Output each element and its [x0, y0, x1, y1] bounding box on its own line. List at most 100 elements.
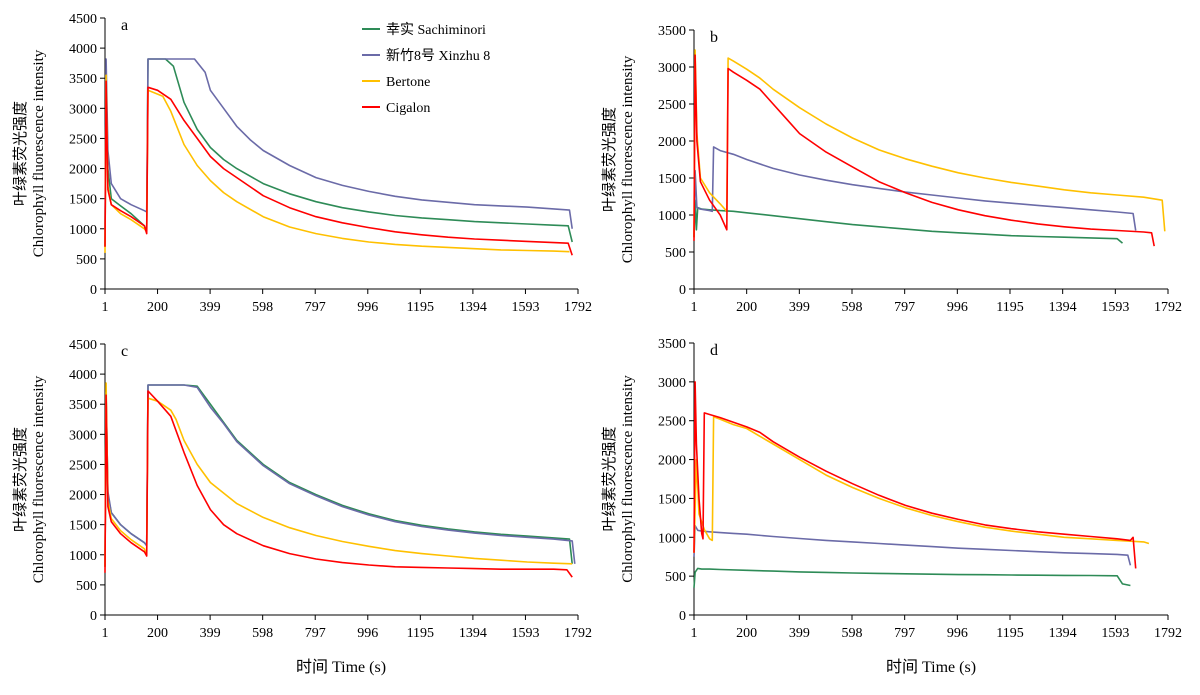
y-tick-label: 2000 — [658, 454, 686, 469]
legend-label: Cigalon — [386, 101, 430, 116]
y-tick-label: 0 — [90, 609, 97, 624]
y-tick-label: 2500 — [658, 415, 686, 430]
series-line-c-3 — [104, 382, 573, 567]
panel-letter: c — [121, 343, 128, 360]
y-tick-label: 1500 — [69, 193, 97, 208]
x-tick-label: 1394 — [459, 300, 487, 315]
y-tick-label: 4500 — [69, 12, 97, 27]
x-tick-label: 996 — [357, 626, 378, 641]
y-tick-label: 500 — [76, 253, 97, 268]
x-tick-label: 1593 — [511, 300, 539, 315]
x-tick-label: 598 — [842, 626, 863, 641]
y-tick-label: 2500 — [69, 132, 97, 147]
legend-label: Bertone — [386, 75, 430, 90]
x-tick-label: 200 — [147, 626, 168, 641]
y-tick-label: 3000 — [658, 376, 686, 391]
y-axis-title-zh: 叶绿素荧光强度 — [12, 101, 29, 206]
panel-d: 0 500 1000 1500 2000 2500 3000 3500 1 200 399 598 79… — [601, 337, 1182, 641]
panel-letter: b — [710, 29, 718, 46]
y-tick-label: 4500 — [69, 338, 97, 353]
legend: 幸实 Sachiminori 新竹8号 Xinzhu 8 Bertone Cigalo… — [362, 22, 490, 116]
x-tick-label: 1792 — [564, 300, 592, 315]
y-tick-label: 4000 — [69, 368, 97, 383]
y-axis-title-en: Chlorophyll fluorescence intensity — [31, 375, 47, 583]
y-axis-title-en: Chlorophyll fluorescence intensity — [620, 375, 636, 583]
x-tick-label: 797 — [305, 626, 326, 641]
y-tick-label: 4000 — [69, 42, 97, 57]
x-tick-label: 399 — [200, 300, 221, 315]
y-tick-label: 1500 — [658, 492, 686, 507]
y-tick-label: 2000 — [658, 135, 686, 150]
series-line-b-2 — [693, 146, 1137, 238]
y-tick-label: 3000 — [69, 102, 97, 117]
panel-letter: d — [710, 342, 718, 359]
y-tick-label: 3000 — [69, 428, 97, 443]
x-tick-label: 1 — [102, 626, 109, 641]
y-tick-label: 3500 — [658, 24, 686, 39]
y-axis-title-zh: 叶绿素荧光强度 — [601, 107, 618, 212]
x-tick-label: 1792 — [1154, 300, 1182, 315]
y-tick-label: 1500 — [69, 519, 97, 534]
series-line-d-1 — [693, 567, 1131, 588]
x-tick-label: 996 — [947, 626, 968, 641]
y-tick-label: 1000 — [69, 549, 97, 564]
y-axis-title-en: Chlorophyll fluorescence intensity — [31, 49, 47, 257]
panel-letter: a — [121, 17, 128, 34]
series-line-c-1 — [104, 384, 573, 567]
y-tick-label: 500 — [665, 570, 686, 585]
series-line-c-2 — [104, 384, 576, 567]
y-tick-label: 2500 — [658, 98, 686, 113]
y-tick-label: 0 — [679, 609, 686, 624]
x-tick-label: 598 — [252, 626, 273, 641]
x-tick-label: 399 — [789, 300, 810, 315]
x-tick-label: 598 — [252, 300, 273, 315]
x-tick-label: 1593 — [1101, 300, 1129, 315]
panel-b: 0 500 1000 1500 2000 2500 3000 3500 1 200 399 598 79… — [601, 24, 1182, 315]
x-tick-label: 1195 — [407, 300, 434, 315]
y-axis-title-zh: 叶绿素荧光强度 — [12, 427, 29, 532]
x-tick-label: 1394 — [1049, 300, 1077, 315]
y-tick-label: 0 — [90, 283, 97, 298]
x-tick-label: 598 — [842, 300, 863, 315]
x-tick-label: 1792 — [1154, 626, 1182, 641]
series-line-d-3 — [693, 416, 1150, 553]
y-axis-title-zh: 叶绿素荧光强度 — [601, 426, 618, 531]
panel-c: 0 500 1000 1500 2000 2500 3000 3500 4000 4500 1 200… — [12, 338, 592, 641]
x-tick-label: 797 — [305, 300, 326, 315]
y-tick-label: 1000 — [69, 223, 97, 238]
legend-label: 新竹8号 Xinzhu 8 — [386, 48, 490, 64]
x-tick-label: 399 — [200, 626, 221, 641]
x-tick-label: 1792 — [564, 626, 592, 641]
y-tick-label: 2000 — [69, 489, 97, 504]
x-tick-label: 1394 — [459, 626, 487, 641]
series-line-a-2 — [104, 58, 573, 229]
series-line-b-3 — [693, 49, 1166, 238]
y-tick-label: 2500 — [69, 458, 97, 473]
x-axis-title-left: 时间 Time (s) — [296, 658, 386, 676]
y-tick-label: 3500 — [69, 398, 97, 413]
y-tick-label: 500 — [76, 579, 97, 594]
x-tick-label: 1 — [691, 626, 698, 641]
x-tick-label: 797 — [894, 300, 915, 315]
series-line-d-2 — [693, 524, 1132, 566]
y-tick-label: 500 — [665, 246, 686, 261]
y-tick-label: 1000 — [658, 209, 686, 224]
x-tick-label: 200 — [736, 626, 757, 641]
y-tick-label: 3500 — [658, 337, 686, 352]
series-line-c-4 — [104, 390, 573, 578]
series-line-d-4 — [693, 381, 1137, 569]
series-line-a-3 — [104, 74, 570, 253]
series-line-a-4 — [104, 80, 573, 256]
x-tick-label: 1195 — [996, 300, 1023, 315]
y-tick-label: 1000 — [658, 531, 686, 546]
y-tick-label: 3500 — [69, 72, 97, 87]
series-line-b-4 — [693, 54, 1155, 247]
x-tick-label: 996 — [947, 300, 968, 315]
x-tick-label: 797 — [894, 626, 915, 641]
legend-label: 幸实 Sachiminori — [386, 22, 486, 38]
x-tick-label: 1195 — [407, 626, 434, 641]
x-tick-label: 1 — [102, 300, 109, 315]
x-tick-label: 996 — [357, 300, 378, 315]
